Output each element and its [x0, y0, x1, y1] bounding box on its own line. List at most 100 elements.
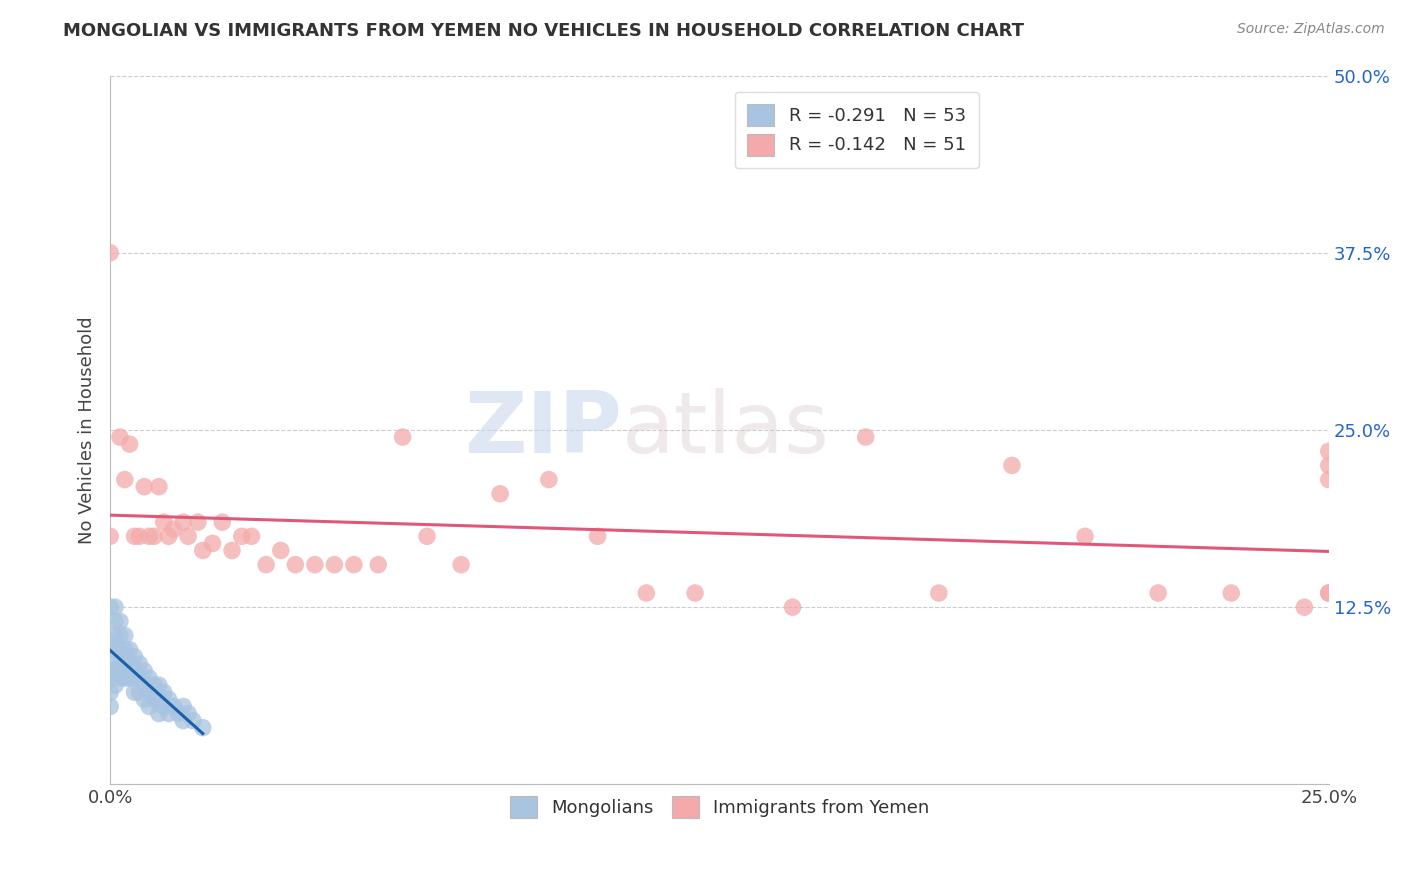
Point — [172, 714, 194, 728]
Point — [152, 685, 174, 699]
Point — [323, 558, 346, 572]
Point — [1001, 458, 1024, 473]
Point — [118, 657, 141, 671]
Point — [636, 586, 658, 600]
Point — [128, 671, 150, 685]
Point — [683, 586, 706, 600]
Point — [162, 522, 184, 536]
Point — [254, 558, 277, 572]
Point — [416, 529, 439, 543]
Point — [98, 529, 121, 543]
Text: atlas: atlas — [621, 389, 830, 472]
Point — [201, 536, 224, 550]
Point — [1317, 458, 1340, 473]
Point — [148, 692, 170, 706]
Text: ZIP: ZIP — [464, 389, 621, 472]
Point — [138, 529, 160, 543]
Point — [148, 678, 170, 692]
Text: MONGOLIAN VS IMMIGRANTS FROM YEMEN NO VEHICLES IN HOUSEHOLD CORRELATION CHART: MONGOLIAN VS IMMIGRANTS FROM YEMEN NO VE… — [63, 22, 1024, 40]
Point — [181, 714, 204, 728]
Point — [98, 685, 121, 699]
Point — [124, 671, 146, 685]
Point — [157, 692, 180, 706]
Point — [114, 473, 136, 487]
Point — [114, 671, 136, 685]
Point — [98, 657, 121, 671]
Point — [240, 529, 263, 543]
Point — [124, 664, 146, 678]
Point — [143, 692, 166, 706]
Point — [284, 558, 307, 572]
Point — [124, 649, 146, 664]
Point — [537, 473, 560, 487]
Point — [98, 671, 121, 685]
Point — [450, 558, 472, 572]
Point — [1294, 600, 1316, 615]
Point — [143, 678, 166, 692]
Point — [128, 685, 150, 699]
Point — [167, 706, 190, 721]
Point — [134, 678, 156, 692]
Point — [128, 529, 150, 543]
Point — [134, 480, 156, 494]
Point — [108, 657, 131, 671]
Point — [157, 706, 180, 721]
Point — [104, 629, 127, 643]
Point — [98, 600, 121, 615]
Point — [118, 671, 141, 685]
Point — [187, 515, 209, 529]
Point — [231, 529, 253, 543]
Point — [191, 721, 214, 735]
Point — [304, 558, 326, 572]
Point — [98, 699, 121, 714]
Point — [172, 699, 194, 714]
Point — [343, 558, 366, 572]
Point — [489, 487, 512, 501]
Point — [98, 245, 121, 260]
Point — [138, 685, 160, 699]
Point — [221, 543, 243, 558]
Point — [104, 615, 127, 629]
Point — [162, 699, 184, 714]
Point — [148, 480, 170, 494]
Point — [177, 529, 200, 543]
Point — [1074, 529, 1097, 543]
Point — [172, 515, 194, 529]
Point — [782, 600, 804, 615]
Point — [118, 642, 141, 657]
Point — [134, 664, 156, 678]
Point — [211, 515, 233, 529]
Point — [586, 529, 609, 543]
Point — [108, 615, 131, 629]
Point — [191, 543, 214, 558]
Point — [855, 430, 877, 444]
Point — [152, 515, 174, 529]
Point — [98, 635, 121, 649]
Legend: Mongolians, Immigrants from Yemen: Mongolians, Immigrants from Yemen — [502, 789, 936, 825]
Point — [177, 706, 200, 721]
Point — [1317, 586, 1340, 600]
Point — [928, 586, 950, 600]
Point — [124, 529, 146, 543]
Point — [367, 558, 389, 572]
Point — [138, 699, 160, 714]
Point — [108, 430, 131, 444]
Point — [1317, 586, 1340, 600]
Point — [128, 657, 150, 671]
Point — [114, 642, 136, 657]
Point — [157, 529, 180, 543]
Point — [270, 543, 292, 558]
Point — [152, 699, 174, 714]
Point — [391, 430, 413, 444]
Point — [1317, 444, 1340, 458]
Point — [148, 706, 170, 721]
Point — [124, 685, 146, 699]
Point — [134, 692, 156, 706]
Point — [1147, 586, 1170, 600]
Point — [104, 600, 127, 615]
Point — [114, 657, 136, 671]
Y-axis label: No Vehicles in Household: No Vehicles in Household — [79, 316, 96, 544]
Point — [1220, 586, 1243, 600]
Point — [1317, 473, 1340, 487]
Point — [104, 664, 127, 678]
